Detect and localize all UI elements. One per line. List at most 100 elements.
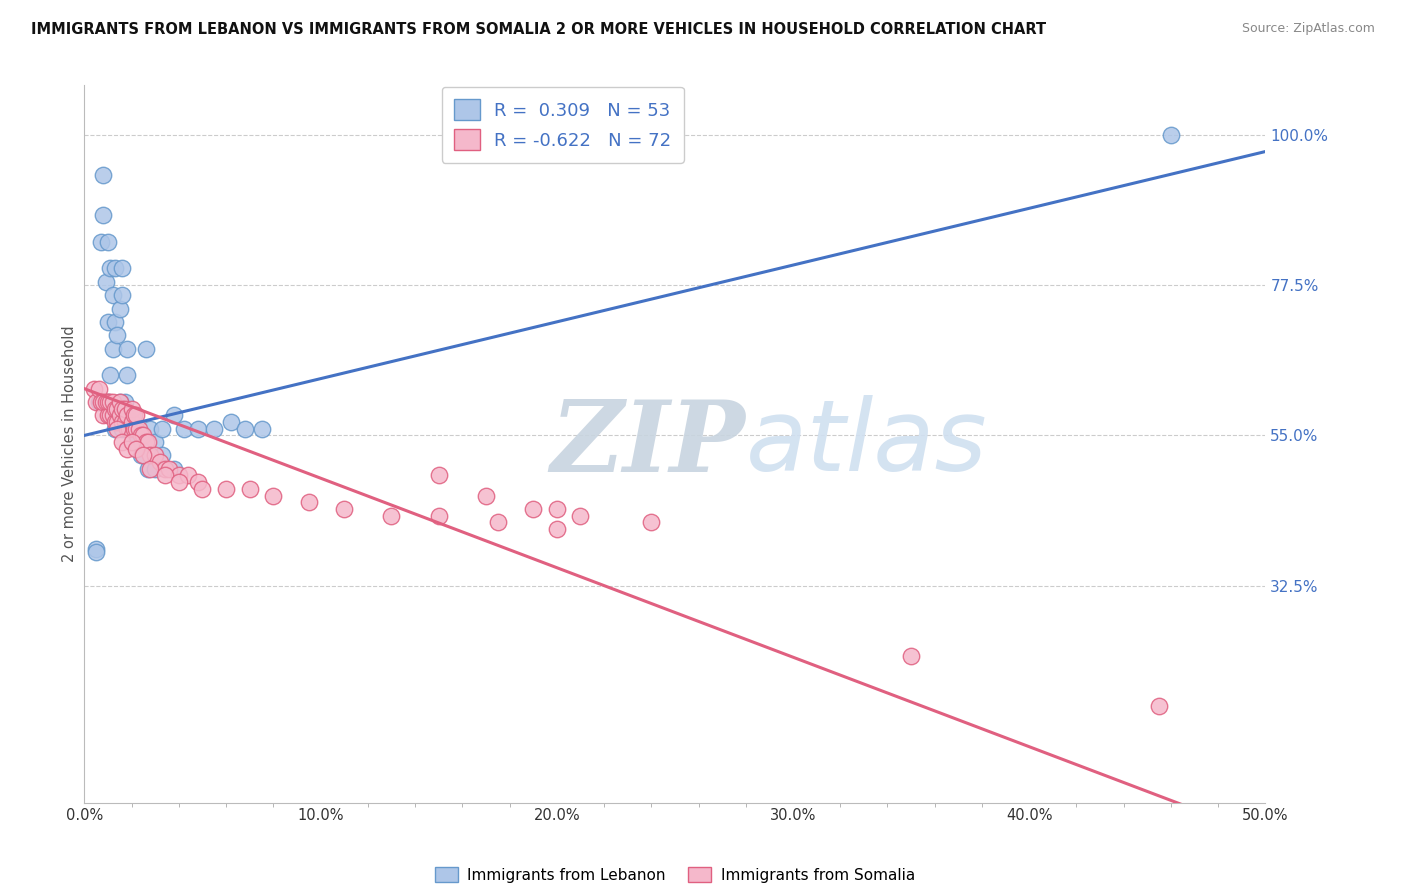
Point [187,422,209,436]
Point [121,401,143,416]
Point [157,462,180,476]
Point [111,435,134,450]
Point [108,395,131,409]
Point [125,442,148,456]
Point [94,275,117,289]
Point [83,382,105,396]
Point [91,208,114,222]
Point [122,422,145,436]
Point [115,422,138,436]
Point [97,315,120,329]
Point [262,489,284,503]
Point [90,395,112,409]
Point [135,342,157,356]
Point [128,422,150,436]
Point [108,301,131,316]
Point [136,435,159,450]
Point [121,422,143,436]
Text: Source: ZipAtlas.com: Source: ZipAtlas.com [1241,22,1375,36]
Point [108,395,131,409]
Point [215,482,238,496]
Point [114,415,136,429]
Point [91,168,114,182]
Point [97,395,120,409]
Point [97,235,120,249]
Point [91,395,114,409]
Point [114,395,136,409]
Point [132,449,155,463]
Point [115,368,138,383]
Point [250,422,273,436]
Point [104,315,127,329]
Point [115,442,138,456]
Point [546,502,568,516]
Point [135,435,157,450]
Point [129,428,152,442]
Point [475,489,498,503]
Point [101,409,124,423]
Point [129,449,152,463]
Point [150,449,173,463]
Point [136,462,159,476]
Point [101,288,124,302]
Point [98,409,121,423]
Point [143,462,166,476]
Point [107,422,129,436]
Point [122,422,145,436]
Point [101,342,124,356]
Point [153,468,176,483]
Point [333,502,356,516]
Point [84,541,107,556]
Text: IMMIGRANTS FROM LEBANON VS IMMIGRANTS FROM SOMALIA 2 OR MORE VEHICLES IN HOUSEHO: IMMIGRANTS FROM LEBANON VS IMMIGRANTS FR… [31,22,1046,37]
Point [104,422,127,436]
Point [132,449,155,463]
Point [114,409,136,423]
Point [111,415,134,429]
Point [104,261,127,276]
Point [84,545,107,559]
Point [122,409,145,423]
Point [87,395,110,409]
Point [84,395,107,409]
Point [139,462,162,476]
Point [98,395,121,409]
Point [114,401,136,416]
Point [427,508,450,523]
Point [163,462,186,476]
Point [900,648,922,663]
Point [118,422,141,436]
Point [111,261,134,276]
Point [104,401,127,416]
Point [125,422,148,436]
Point [118,422,141,436]
Point [107,401,129,416]
Point [187,475,209,490]
Point [111,401,134,416]
Point [132,428,155,442]
Point [150,422,173,436]
Point [97,409,120,423]
Point [298,495,321,509]
Point [111,422,134,436]
Point [380,508,402,523]
Point [111,288,134,302]
Point [121,435,143,450]
Point [569,508,592,523]
Y-axis label: 2 or more Vehicles in Household: 2 or more Vehicles in Household [62,326,77,562]
Point [173,422,195,436]
Point [121,415,143,429]
Point [139,422,162,436]
Point [143,435,166,450]
Point [191,482,214,496]
Point [108,409,131,423]
Point [104,415,127,429]
Point [101,395,124,409]
Point [233,422,256,436]
Point [97,395,120,409]
Point [177,468,200,483]
Point [486,515,509,529]
Point [115,409,138,423]
Point [125,409,148,423]
Point [167,475,190,490]
Point [163,409,186,423]
